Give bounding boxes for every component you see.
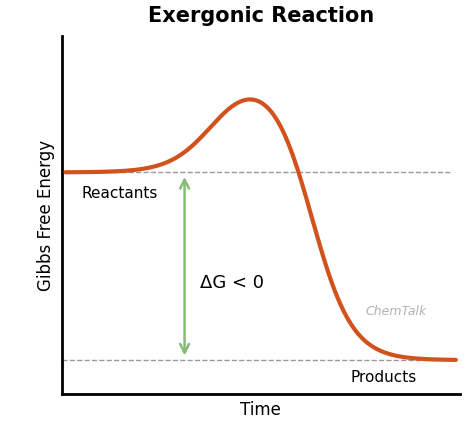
Y-axis label: Gibbs Free Energy: Gibbs Free Energy <box>36 139 55 291</box>
X-axis label: Time: Time <box>240 401 281 419</box>
Text: Products: Products <box>350 370 417 385</box>
Text: ChemTalk: ChemTalk <box>365 305 427 319</box>
Title: Exergonic Reaction: Exergonic Reaction <box>147 6 374 26</box>
Text: Reactants: Reactants <box>81 186 157 201</box>
Text: ΔG < 0: ΔG < 0 <box>200 274 264 292</box>
